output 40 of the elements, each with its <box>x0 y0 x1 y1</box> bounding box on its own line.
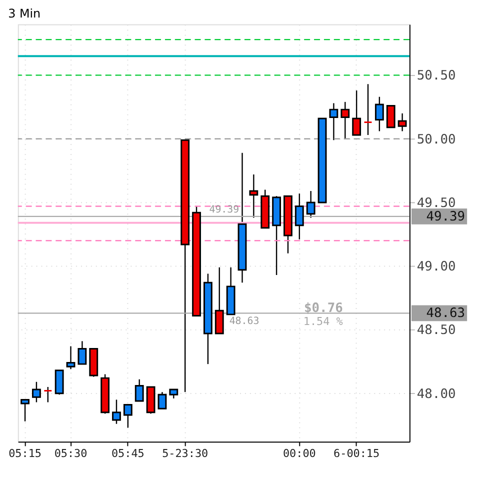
candlestick <box>54 370 64 396</box>
candlestick <box>158 391 167 410</box>
candlestick <box>398 112 407 132</box>
candlestick <box>386 104 396 128</box>
candlestick <box>294 192 304 240</box>
annotation: 1.54 % <box>303 315 344 328</box>
candlestick <box>340 101 350 140</box>
candlestick <box>123 404 132 428</box>
candlestick <box>352 90 362 136</box>
text: 48.63 <box>426 306 466 322</box>
y-tick-label: 49.00 <box>416 260 456 275</box>
candlestick <box>20 398 30 422</box>
x-tick-label: 5-23:30 <box>162 447 208 460</box>
candlestick <box>43 386 52 403</box>
y-tick-label: 48.00 <box>416 386 456 402</box>
candlestick <box>78 340 87 365</box>
chart-title: 3 Min <box>8 6 41 20</box>
y-tick-label: 50.00 <box>416 132 456 148</box>
candlestick <box>112 399 121 424</box>
annotation: $0.76 <box>304 301 344 316</box>
candlestick <box>329 102 338 141</box>
text: 49.39 <box>426 209 466 224</box>
candlestick <box>32 381 41 403</box>
x-tick-label: 05:15 <box>8 447 42 460</box>
x-tick-label: 05:30 <box>54 447 88 460</box>
y-tick-label: 49.50 <box>416 196 456 211</box>
y-tick-label: 50.50 <box>416 68 456 84</box>
x-tick-label: 05:45 <box>111 447 144 460</box>
candlestick <box>66 346 76 370</box>
candlestick <box>374 96 384 132</box>
x-tick-label: 00:00 <box>282 447 316 460</box>
candlestick <box>249 174 258 218</box>
candlestick <box>364 84 372 136</box>
candlestick <box>134 378 144 402</box>
x-tick-label: 6-00:15 <box>334 447 380 460</box>
candlestick <box>306 190 316 218</box>
ref-line-label: 48.63 <box>229 316 260 328</box>
ref-line-label: 49.39 <box>209 204 240 216</box>
candlestick <box>214 266 224 334</box>
y-tick-label: 48.50 <box>416 323 456 338</box>
